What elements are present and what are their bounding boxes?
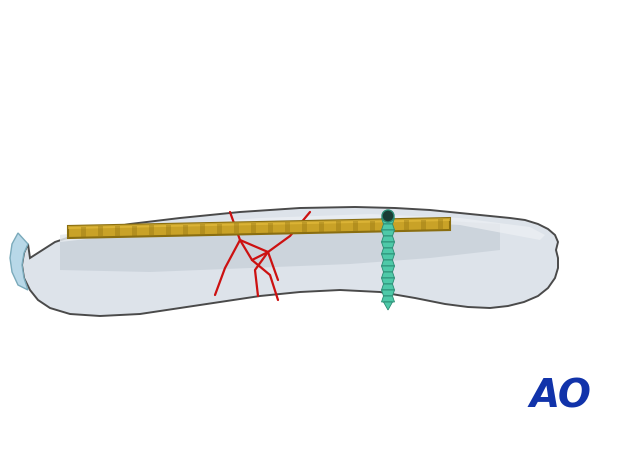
Polygon shape	[381, 224, 394, 230]
Polygon shape	[22, 207, 558, 316]
Polygon shape	[285, 223, 290, 232]
Polygon shape	[319, 222, 324, 232]
Polygon shape	[115, 226, 120, 236]
Polygon shape	[381, 236, 394, 242]
Polygon shape	[200, 224, 205, 234]
Polygon shape	[10, 233, 28, 290]
Polygon shape	[381, 266, 394, 272]
Polygon shape	[166, 225, 171, 235]
Polygon shape	[60, 218, 500, 272]
Polygon shape	[381, 248, 394, 254]
Polygon shape	[97, 226, 102, 236]
Circle shape	[382, 210, 394, 222]
Polygon shape	[381, 260, 394, 266]
Polygon shape	[216, 224, 221, 234]
Polygon shape	[420, 219, 425, 230]
Polygon shape	[60, 214, 545, 242]
Polygon shape	[370, 221, 374, 230]
Polygon shape	[381, 242, 394, 248]
Polygon shape	[384, 302, 392, 310]
Polygon shape	[335, 221, 340, 231]
Polygon shape	[68, 218, 450, 229]
Polygon shape	[68, 218, 450, 238]
Polygon shape	[234, 224, 239, 234]
Polygon shape	[353, 221, 358, 231]
Polygon shape	[404, 220, 409, 230]
Polygon shape	[381, 284, 394, 290]
Polygon shape	[381, 230, 394, 236]
Polygon shape	[250, 223, 255, 233]
Polygon shape	[81, 227, 86, 237]
Polygon shape	[381, 218, 394, 224]
Polygon shape	[381, 278, 394, 284]
Polygon shape	[438, 219, 443, 229]
Polygon shape	[267, 223, 273, 233]
Polygon shape	[301, 222, 306, 232]
Text: AO: AO	[530, 377, 592, 415]
Polygon shape	[381, 272, 394, 278]
Polygon shape	[381, 254, 394, 260]
Polygon shape	[381, 296, 394, 302]
Polygon shape	[182, 224, 187, 235]
Polygon shape	[131, 226, 136, 235]
Polygon shape	[381, 290, 394, 296]
Polygon shape	[386, 220, 391, 230]
Polygon shape	[149, 225, 154, 235]
